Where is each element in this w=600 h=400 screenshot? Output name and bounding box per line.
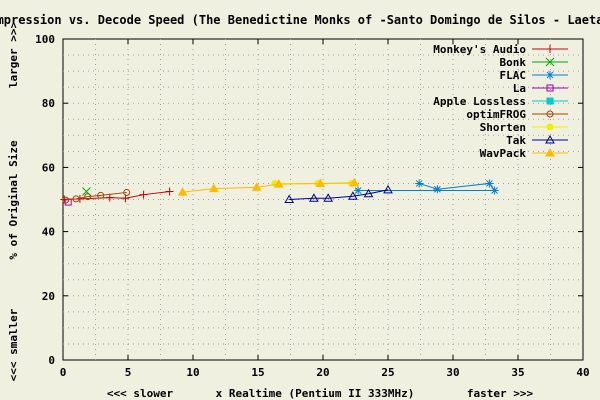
chart-title: ompression vs. Decode Speed (The Benedic… — [0, 13, 600, 27]
data-point — [139, 190, 148, 199]
data-point — [123, 188, 131, 196]
series — [354, 179, 499, 195]
data-point — [546, 123, 554, 131]
data-point — [546, 84, 554, 92]
series — [62, 188, 131, 204]
legend-label: WavPack — [480, 147, 527, 160]
x-tick-label: 35 — [511, 366, 524, 379]
legend-label: Bonk — [500, 56, 527, 69]
y-tick-label: 80 — [42, 97, 55, 110]
data-point — [97, 191, 105, 199]
x-axis-label: x Realtime (Pentium II 333MHz) — [216, 387, 415, 400]
data-point — [62, 196, 70, 204]
data-point — [354, 186, 363, 195]
data-point — [546, 110, 554, 118]
y-axis-top-label: larger >>> — [7, 22, 20, 89]
data-point — [363, 188, 374, 198]
x-tick-label: 20 — [316, 366, 329, 379]
y-tick-label: 60 — [42, 161, 55, 174]
data-point — [165, 187, 174, 196]
data-point — [251, 182, 262, 191]
ticks: 0 5 10 15 20 25 30 35 40 0 20 40 60 80 100 — [35, 33, 590, 379]
x-tick-label: 0 — [60, 366, 67, 379]
x-tick-label: 25 — [381, 366, 394, 379]
data-point — [415, 179, 424, 188]
x-axis-right-label: faster >>> — [467, 387, 534, 400]
y-axis-label: % of Original Size — [7, 140, 20, 260]
x-axis-left-label: <<< slower — [107, 387, 174, 400]
data-point — [309, 193, 319, 202]
data-point — [383, 184, 393, 194]
legend-label: Shorten — [480, 121, 526, 134]
legend-label: Apple Lossless — [433, 95, 526, 108]
x-tick-label: 40 — [576, 366, 589, 379]
x-tick-label: 30 — [446, 366, 459, 379]
legend-label: FLAC — [500, 69, 527, 82]
data-point — [485, 179, 494, 188]
data-point — [348, 191, 358, 200]
data-point — [284, 194, 295, 203]
data-point — [273, 179, 284, 188]
data-point — [545, 134, 555, 144]
y-tick-label: 0 — [48, 354, 55, 367]
data-point — [323, 193, 334, 202]
data-point — [546, 97, 554, 105]
legend-label: La — [513, 82, 526, 95]
x-tick-label: 5 — [125, 366, 132, 379]
legend-label: Monkey's Audio — [433, 43, 526, 56]
x-tick-label: 10 — [186, 366, 199, 379]
data-point — [545, 57, 555, 67]
data-point — [72, 195, 80, 203]
y-axis-bottom-label: <<< smaller — [7, 308, 20, 381]
series — [284, 184, 393, 203]
data-point — [84, 193, 92, 201]
y-tick-label: 20 — [42, 290, 55, 303]
data-point — [546, 71, 554, 79]
legend-label: optimFROG — [466, 108, 526, 121]
data-point — [490, 186, 499, 195]
data-point — [177, 187, 188, 196]
y-tick-label: 40 — [42, 226, 55, 239]
y-tick-label: 100 — [35, 33, 55, 46]
series-group — [60, 177, 499, 206]
x-tick-label: 15 — [251, 366, 264, 379]
series — [177, 177, 360, 196]
data-point — [208, 183, 219, 193]
data-point — [349, 177, 360, 187]
data-point — [105, 193, 114, 202]
series-line — [289, 189, 389, 200]
data-point — [315, 178, 326, 187]
data-point — [433, 185, 442, 194]
data-point — [546, 45, 554, 53]
series-line — [182, 182, 355, 193]
data-point — [545, 147, 555, 157]
legend-label: Tak — [506, 134, 526, 147]
